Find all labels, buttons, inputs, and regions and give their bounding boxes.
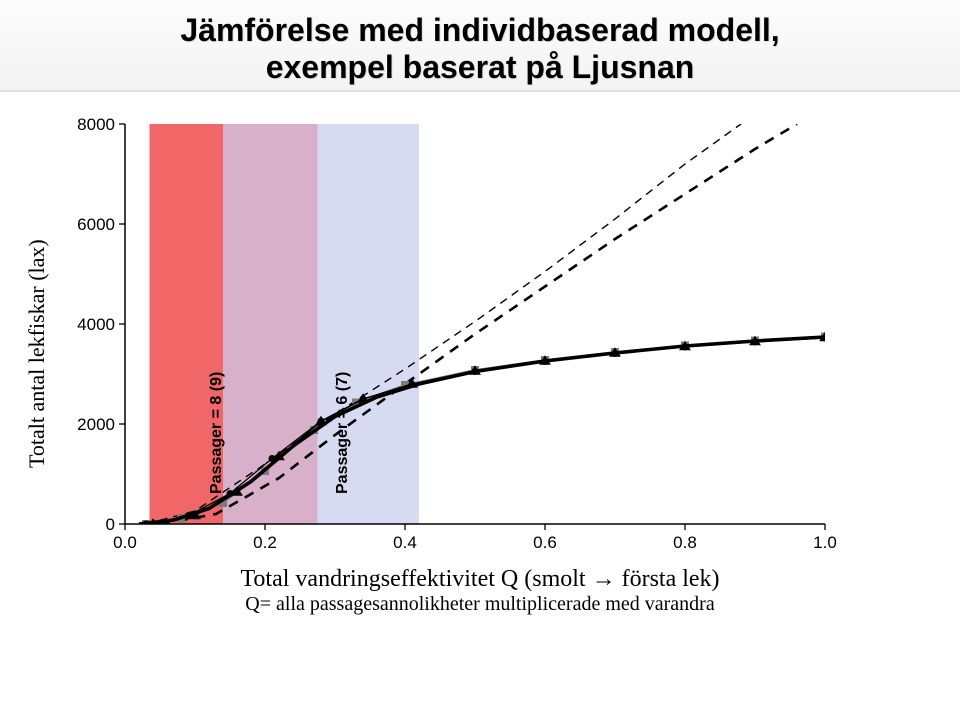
title-line-1: Jämförelse med individbaserad modell, [20, 12, 940, 49]
x-tick-label: 0.4 [393, 533, 417, 552]
x-tick-label: 0.0 [113, 533, 137, 552]
x-tick-label: 1.0 [813, 533, 837, 552]
band-label: Passager = 6 (7) [334, 371, 352, 493]
y-tick-label: 8000 [77, 115, 115, 134]
caption-line-1: Total vandringseffektivitet Q (smolt → f… [0, 566, 960, 593]
title-line-2: exempel baserat på Ljusnan [20, 49, 940, 86]
caption: Total vandringseffektivitet Q (smolt → f… [0, 566, 960, 616]
y-tick-label: 0 [106, 515, 115, 534]
chart-svg: 0.0 0.2 0.4 0.6 0.8 1.0 0 2000 4000 6000 8000 [30, 104, 850, 564]
y-axis-label: Totalt antal lekfiskar (lax) [24, 239, 50, 468]
band-label: Passager = 8 (9) [208, 371, 226, 493]
y-tick-label: 6000 [77, 215, 115, 234]
y-tick-label: 2000 [77, 415, 115, 434]
chart-container: Totalt antal lekfiskar (lax) 0.00.20.40.… [30, 104, 930, 564]
chart-band [318, 124, 420, 524]
x-tick-label: 0.6 [533, 533, 557, 552]
caption-line-2: Q= alla passagesannolikheter multiplicer… [0, 593, 960, 616]
x-tick-label: 0.2 [253, 533, 277, 552]
x-tick-label: 0.8 [673, 533, 697, 552]
title-block: Jämförelse med individbaserad modell, ex… [0, 0, 960, 92]
y-tick-label: 4000 [77, 315, 115, 334]
